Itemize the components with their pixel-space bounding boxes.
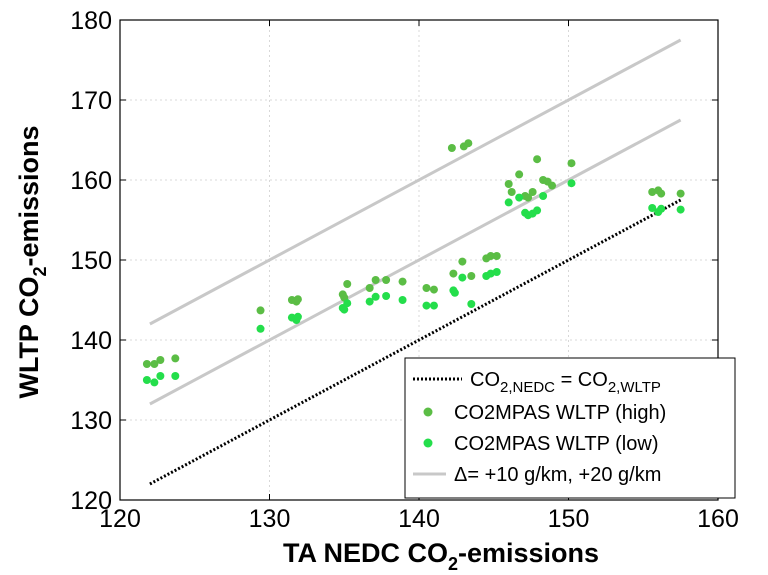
point-low-31: [567, 179, 576, 188]
y-tick-label-130: 130: [70, 407, 112, 435]
point-low-25: [515, 193, 524, 202]
point-high-40: [676, 189, 685, 198]
legend-label-delta: Δ= +10 g/km, +20 g/km: [454, 464, 661, 486]
point-low-23: [492, 268, 501, 276]
point-high-22: [467, 272, 476, 280]
point-high-12: [371, 276, 380, 284]
legend-high-marker: [423, 407, 433, 417]
point-low-2: [156, 372, 165, 380]
point-high-1: [150, 360, 159, 368]
point-high-27: [507, 188, 516, 196]
point-high-32: [533, 155, 542, 164]
point-low-34: [657, 204, 666, 213]
point-high-19: [458, 257, 467, 266]
plot-marks: [142, 38, 685, 486]
tick-labels: 120 130 140 150 160 120 130 140 150 160 170 180: [70, 7, 739, 533]
point-high-35: [548, 181, 557, 190]
point-high-17: [449, 269, 458, 278]
x-axis-title: TA NEDC CO2-emissions: [283, 538, 599, 574]
point-high-31: [528, 188, 537, 196]
legend-low-marker: [423, 438, 433, 448]
y-tick-label-120: 120: [70, 487, 112, 515]
point-high-18: [447, 144, 456, 152]
axes: [119, 19, 719, 501]
point-low-35: [676, 205, 685, 214]
point-high-30: [524, 193, 533, 202]
delta-line-1: [149, 38, 682, 326]
legend: CO2,NEDC = CO2,WLTP CO2MPAS WLTP (high) …: [404, 357, 736, 499]
point-high-39: [657, 189, 666, 198]
point-low-15: [422, 301, 431, 310]
legend-label-low: CO2MPAS WLTP (low): [454, 433, 658, 455]
point-high-2: [156, 356, 165, 364]
x-tick-label-150: 150: [548, 505, 590, 533]
legend-label-identity: CO2,NEDC = CO2,WLTP: [470, 369, 661, 396]
point-high-3: [171, 354, 180, 363]
point-low-18: [450, 288, 459, 297]
point-high-21: [464, 139, 473, 148]
point-high-37: [648, 188, 657, 196]
x-axis-title-subscript: 2: [448, 554, 458, 574]
point-low-32: [648, 204, 657, 212]
x-tick-label-130: 130: [249, 505, 291, 533]
x-axis-title-main: TA NEDC CO: [283, 538, 448, 568]
point-low-29: [533, 206, 542, 215]
legend-identity-co: CO: [470, 369, 500, 391]
point-low-13: [382, 292, 391, 300]
point-high-26: [504, 180, 513, 188]
legend-identity-sub-nedc: 2,NEDC: [500, 379, 555, 396]
point-high-24: [486, 252, 495, 260]
point-high-15: [422, 284, 431, 292]
point-high-4: [256, 306, 265, 315]
point-low-4: [256, 324, 265, 333]
point-high-28: [515, 170, 524, 179]
point-high-0: [142, 360, 151, 368]
point-low-24: [504, 198, 513, 207]
delta-line-0: [149, 118, 682, 406]
point-low-9: [340, 305, 349, 314]
y-axis-title-main: WLTP CO: [14, 277, 44, 399]
y-tick-label-140: 140: [70, 327, 112, 355]
point-high-13: [382, 276, 391, 284]
point-low-12: [371, 292, 380, 301]
point-low-10: [343, 299, 352, 308]
legend-box: [404, 357, 736, 499]
x-tick-label-140: 140: [398, 505, 440, 533]
point-low-30: [539, 192, 548, 200]
identity-line: [149, 198, 682, 486]
point-low-7: [293, 312, 302, 321]
point-high-10: [343, 280, 352, 288]
point-high-14: [398, 277, 407, 286]
y-axis-title: WLTP CO2-emissions: [14, 125, 50, 398]
y-tick-label-170: 170: [70, 87, 112, 115]
point-low-3: [171, 372, 180, 380]
y-axis-title-suffix: -emissions: [14, 125, 44, 266]
point-low-14: [398, 296, 407, 304]
point-high-7: [293, 295, 302, 304]
point-low-0: [142, 376, 151, 384]
y-tick-label-160: 160: [70, 167, 112, 195]
legend-identity-sub-wltp: 2,WLTP: [608, 379, 661, 396]
point-low-20: [467, 300, 476, 308]
y-tick-label-180: 180: [70, 7, 112, 35]
legend-identity-mid: = CO: [555, 369, 608, 391]
point-low-19: [458, 273, 467, 282]
point-low-22: [486, 269, 495, 278]
legend-label-high: CO2MPAS WLTP (high): [454, 402, 666, 424]
point-low-11: [365, 297, 374, 306]
y-tick-label-150: 150: [70, 247, 112, 275]
point-high-25: [492, 252, 501, 260]
point-high-36: [567, 159, 576, 168]
point-low-16: [429, 301, 438, 310]
y-axis-title-subscript: 2: [30, 267, 50, 277]
point-high-11: [365, 284, 374, 292]
point-low-1: [150, 378, 159, 387]
point-high-16: [429, 285, 438, 294]
x-axis-title-suffix: -emissions: [458, 538, 599, 568]
x-tick-label-120: 120: [99, 505, 141, 533]
x-tick-label-160: 160: [697, 505, 739, 533]
